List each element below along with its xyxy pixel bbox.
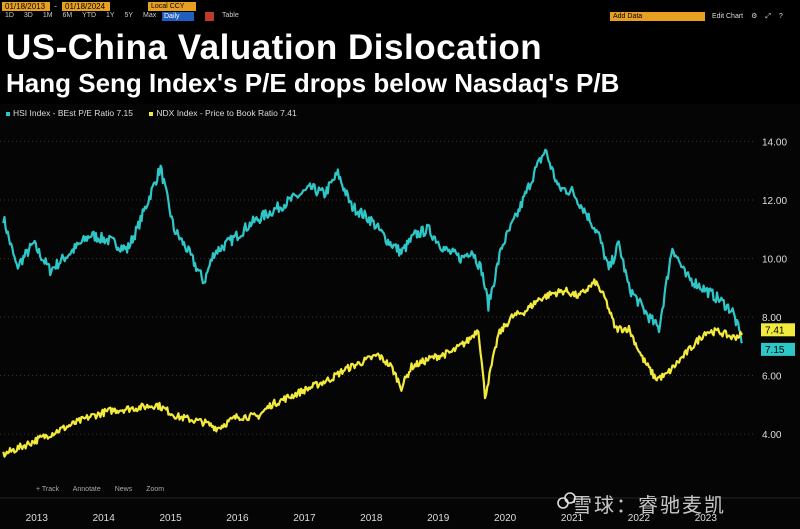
last-value-badges: 7.41 7.15 [761, 323, 795, 356]
period-1y[interactable]: 1Y [106, 12, 115, 19]
x-tick-label: 2013 [26, 513, 49, 524]
x-axis-ticks: 2013 2014 2015 2016 2017 2018 2019 2020 2021 2022… [0, 497, 800, 524]
date-range-dash: - [54, 1, 57, 11]
track-button[interactable]: + Track [36, 486, 60, 493]
x-tick-label: 2022 [628, 513, 651, 524]
y-tick-label: 12.00 [762, 196, 787, 207]
chart-toolbar: 01/18/2013 - 01/18/2024 Local CCY 1D 3D … [0, 0, 800, 22]
start-date-field[interactable]: 01/18/2013 [2, 2, 50, 11]
y-axis-ticks: 4.00 6.00 8.00 10.00 12.00 14.00 [762, 137, 787, 441]
page-title: US-China Valuation Dislocation [6, 28, 543, 67]
last-value-badge-ndx [761, 323, 795, 337]
period-3d[interactable]: 3D [23, 12, 33, 19]
x-tick-label: 2020 [494, 513, 517, 524]
legend-swatch-ndx [149, 111, 154, 116]
legend-item-hsi[interactable]: HSI Index - BEst P/E Ratio 7.15 [6, 108, 135, 118]
bar-chart-icon[interactable] [205, 12, 214, 21]
add-data-input[interactable]: Add Data [610, 12, 705, 21]
period-5y[interactable]: 5Y [124, 12, 134, 19]
y-tick-label: 14.00 [762, 137, 787, 148]
chart-legend: HSI Index - BEst P/E Ratio 7.15 NDX Inde… [6, 108, 311, 118]
y-tick-label: 10.00 [762, 254, 787, 265]
last-value-label-ndx: 7.41 [765, 325, 785, 336]
period-ytd[interactable]: YTD [82, 12, 97, 19]
currency-select[interactable]: Local CCY [148, 2, 196, 11]
period-1d[interactable]: 1D [5, 12, 14, 19]
chart-panel-background [0, 104, 800, 529]
toolbar-right-tools: Edit Chart ⚙ ⤢ ? [712, 12, 789, 21]
legend-item-ndx[interactable]: NDX Index - Price to Book Ratio 7.41 [149, 108, 297, 118]
x-tick-label: 2015 [159, 513, 182, 524]
end-date-field[interactable]: 01/18/2024 [62, 2, 110, 11]
y-tick-label: 4.00 [762, 430, 782, 441]
legend-label-hsi: HSI Index - BEst P/E Ratio 7.15 [13, 108, 134, 118]
x-tick-label: 2016 [226, 513, 249, 524]
x-tick-label: 2014 [93, 513, 116, 524]
x-tick-label: 2017 [293, 513, 316, 524]
expand-icon[interactable]: ⤢ [765, 13, 771, 20]
series-line-hsi [2, 148, 743, 344]
news-button[interactable]: News [114, 486, 133, 493]
legend-swatch-hsi [6, 111, 10, 116]
table-button[interactable]: Table [222, 12, 239, 19]
legend-label-ndx: NDX Index - Price to Book Ratio 7.41 [156, 108, 297, 118]
settings-icon[interactable]: ⚙ [751, 13, 758, 20]
x-tick-label: 2018 [360, 513, 383, 524]
period-6m[interactable]: 6M [62, 12, 73, 19]
help-icon[interactable]: ? [778, 13, 783, 20]
x-tick-label: 2023 [695, 513, 718, 524]
series-line-ndx [2, 278, 743, 458]
chart-bottom-tools: + Track Annotate News Zoom [36, 486, 176, 493]
edit-chart-button[interactable]: Edit Chart [712, 13, 744, 20]
last-value-badge-hsi [761, 342, 795, 356]
zoom-button[interactable]: Zoom [146, 486, 165, 493]
frequency-select[interactable]: Daily [162, 12, 194, 21]
x-tick-label: 2019 [427, 513, 450, 524]
series-lines [2, 148, 743, 458]
snowball-logo-icon [557, 492, 576, 509]
page-subtitle: Hang Seng Index's P/E drops below Nasdaq… [6, 68, 620, 98]
watermark-text: 雪球：睿驰麦凯 [572, 495, 726, 517]
period-selector: 1D 3D 1M 6M YTD 1Y 5Y Max [5, 12, 164, 19]
period-1m[interactable]: 1M [42, 12, 53, 19]
annotate-button[interactable]: Annotate [72, 486, 101, 493]
y-tick-label: 8.00 [762, 313, 782, 324]
x-tick-label: 2021 [561, 513, 584, 524]
period-max[interactable]: Max [143, 12, 157, 19]
last-value-label-hsi: 7.15 [765, 345, 785, 356]
y-tick-label: 6.00 [762, 372, 782, 383]
